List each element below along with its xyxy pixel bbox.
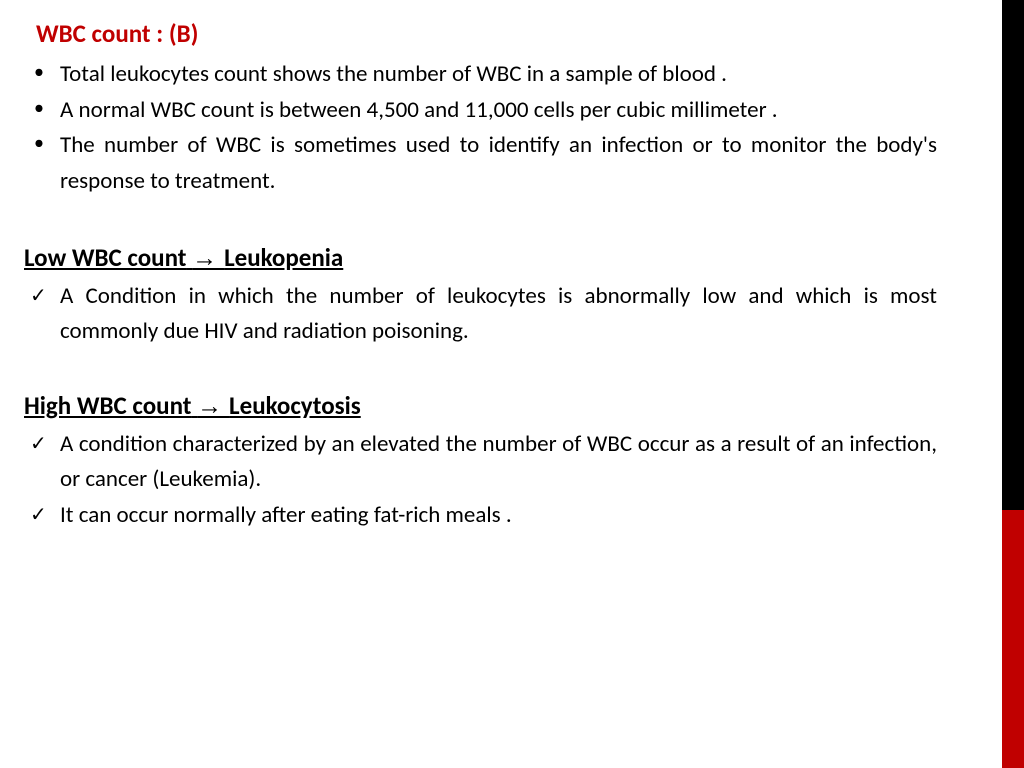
check-item: A Condition in which the number of leuko…	[18, 279, 937, 350]
heading-left: High WBC count	[24, 390, 191, 421]
section-heading-low: Low WBC count → Leukopenia	[24, 242, 937, 273]
heading-left: Low WBC count	[24, 242, 186, 273]
low-check-list: A Condition in which the number of leuko…	[18, 279, 937, 350]
section-heading-high: High WBC count → Leukocytosis	[24, 390, 937, 421]
intro-bullet: Total leukocytes count shows the number …	[18, 57, 937, 93]
intro-bullet-list: Total leukocytes count shows the number …	[18, 57, 937, 200]
intro-bullet: The number of WBC is sometimes used to i…	[18, 128, 937, 199]
check-item: A condition characterized by an elevated…	[18, 427, 937, 498]
title-prefix: WBC count :	[36, 18, 163, 49]
slide-title: WBC count : (B)	[36, 18, 937, 49]
title-label: (B)	[169, 18, 199, 49]
heading-right: Leukopenia	[224, 242, 343, 273]
slide-content: WBC count : (B) Total leukocytes count s…	[0, 0, 985, 534]
check-item: It can occur normally after eating fat-r…	[18, 498, 937, 534]
high-check-list: A condition characterized by an elevated…	[18, 427, 937, 534]
side-accent-red	[1002, 510, 1024, 768]
arrow-icon: →	[192, 244, 224, 272]
arrow-icon: →	[197, 392, 229, 420]
intro-bullet: A normal WBC count is between 4,500 and …	[18, 93, 937, 129]
heading-right: Leukocytosis	[229, 390, 361, 421]
